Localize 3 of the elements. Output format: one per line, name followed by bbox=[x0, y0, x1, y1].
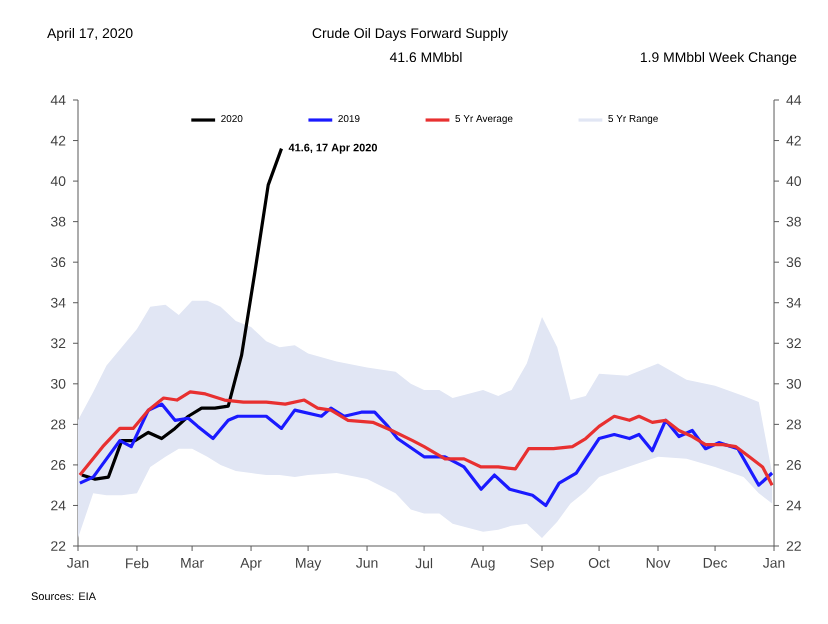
line-series bbox=[80, 147, 284, 481]
line-series bbox=[78, 402, 774, 508]
line-series bbox=[78, 390, 774, 487]
